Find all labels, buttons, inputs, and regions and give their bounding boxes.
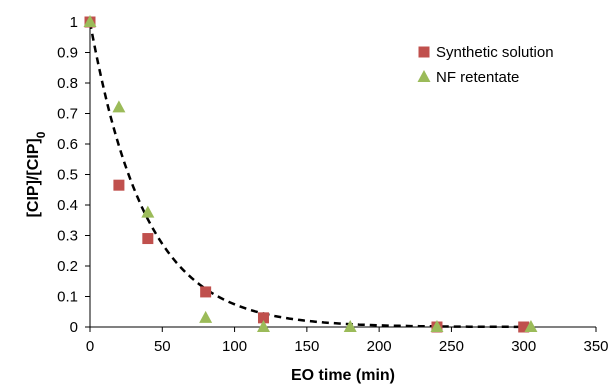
y-axis-title: [CIP]/[CIP]0: [25, 131, 48, 217]
x-axis-title: EO time (min): [291, 367, 395, 384]
x-tick-label: 350: [583, 338, 608, 355]
y-tick-label: 0.2: [57, 258, 78, 275]
y-tick-label: 0.3: [57, 228, 78, 245]
nf-retentate-point: [256, 320, 270, 332]
axes: [85, 21, 597, 332]
x-tick-label: 0: [86, 338, 94, 355]
nf-retentate-point: [112, 100, 126, 113]
y-tick-label: 0: [70, 319, 78, 336]
legend-label: Synthetic solution: [436, 44, 554, 61]
x-tick-label: 200: [367, 338, 392, 355]
y-tick-label: 0.5: [57, 167, 78, 184]
nf-retentate-point: [199, 310, 213, 323]
x-tick-label: 100: [222, 338, 247, 355]
y-tick-label: 0.7: [57, 106, 78, 123]
y-axis-title-main: [CIP]/[CIP]: [25, 138, 42, 217]
x-tick-labels: 0 50 100 150 200 250 300 350: [86, 338, 609, 355]
nf-retentate-point: [83, 15, 97, 27]
y-tick-label: 0.8: [57, 75, 78, 92]
data-markers: [83, 15, 538, 333]
y-tick-labels: 0 0.1 0.2 0.3 0.4 0.5 0.6 0.7 0.8 0.9 1: [57, 14, 78, 336]
fit-curve: [88, 21, 524, 329]
synthetic-solution-point: [257, 312, 269, 324]
y-tick-label: 0.6: [57, 136, 78, 153]
legend-marker-nf-retentate: [417, 70, 431, 82]
y-tick-label: 0.9: [57, 45, 78, 62]
nf-retentate-point: [343, 320, 357, 332]
synthetic-solution-point: [142, 233, 154, 245]
y-axis-title-subscript: 0: [34, 131, 48, 138]
synthetic-solution-point: [200, 286, 212, 298]
x-tick-label: 250: [439, 338, 464, 355]
nf-retentate-point: [141, 205, 155, 218]
y-tick-label: 0.4: [57, 197, 78, 214]
nf-retentate-point: [524, 320, 538, 332]
x-tick-label: 300: [511, 338, 536, 355]
legend-label: NF retentate: [436, 69, 519, 86]
synthetic-solution-point: [113, 179, 125, 191]
legend-marker-synthetic-solution: [418, 46, 430, 58]
nf-retentate-point: [430, 320, 444, 332]
legend: Synthetic solution NF retentate: [417, 44, 554, 86]
y-tick-label: 1: [70, 14, 78, 31]
y-tick-label: 0.1: [57, 289, 78, 306]
synthetic-solution-point: [518, 321, 530, 333]
x-tick-label: 150: [294, 338, 319, 355]
x-tick-label: 50: [154, 338, 171, 355]
